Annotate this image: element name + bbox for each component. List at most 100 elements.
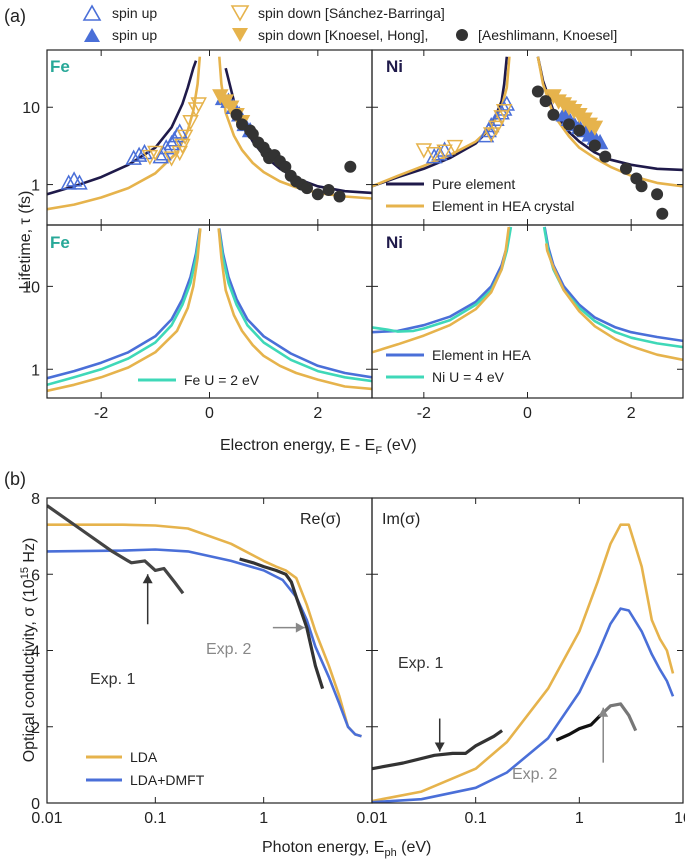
series-line-element-in-hea-crystal [536,56,683,188]
data-point-ball [599,150,612,163]
y-tick-label: 8 [31,491,40,508]
legend-filled-down-marker [232,28,248,42]
data-point-triangle-down [415,143,433,159]
annotation-arrow-head [434,742,445,752]
data-point-ball [588,139,601,152]
series-line-exp-2 [239,557,325,690]
legend-spin-up-open: spin up [112,5,157,21]
series-line-element-in-hea [218,228,372,379]
series-line-element-in-hea-crystal [217,228,372,391]
y-tick-label: 10 [22,100,40,117]
x-tick-label: 0 [523,405,532,422]
plot-area-a-bottom-ni [372,226,683,362]
y-tick-label: 1 [31,362,40,379]
data-point-triangle-down [222,100,240,116]
legend-top-ni: Pure element Element in HEA crystal [386,176,574,214]
y-tick-label: 10 [22,279,40,296]
series-line-fe-u-2-ev [217,228,372,383]
data-point-triangle-down [446,139,464,156]
series-line-exp-1 [47,504,185,595]
data-point-triangle-down [182,114,199,131]
annotation-arrow-head [295,622,305,633]
legend-fe-u-label: Fe U = 2 eV [184,372,260,388]
data-point-ball [333,190,346,203]
data-point-ball [236,118,248,131]
legend-a: spin up spin down [Sánchez-Barringa] spi… [82,4,617,43]
annotation-arrow-head [142,574,153,584]
bottom-ni-label: Ni [386,233,403,252]
x-tick-label: 2 [313,405,322,422]
legend-element-hea-label: Element in HEA [432,347,531,363]
data-point-triangle-up [130,146,148,162]
panel-b-im: 0.01 0.1 1 10 Exp. 1 Exp. 2 [356,497,685,827]
b-ylabel-text: Optical conductivity, σ (10 [21,579,38,762]
annotation-label: Exp. 1 [398,655,443,672]
x-tick-label: 0.1 [465,810,487,827]
data-point-ball [656,207,669,220]
series-line-lda-dmft [372,607,675,803]
data-point-triangle-down [176,129,194,145]
plot-area-a-bottom-fe [47,228,372,393]
data-point-ball [562,118,575,131]
b-xlabel-sub: ph [384,847,396,859]
data-point-triangle-down [425,147,443,163]
data-point-triangle-down [147,145,164,162]
top-ni-label: Ni [386,57,403,76]
data-point-ball [539,95,552,108]
panel-a-bottom-fe: -2 0 2 1 10 [22,224,373,422]
x-tick-label: 1 [575,810,584,827]
top-fe-label: Fe [50,57,70,76]
a-ylabel: Lifetime, τ (fs) [17,191,34,290]
series-line-exp-1 [372,729,504,771]
legend-spin-down-open: spin down [Sánchez-Barringa] [258,5,445,21]
legend-ball-marker [456,29,468,41]
data-point-ball [301,182,313,195]
series-line-element-in-hea [47,228,202,380]
annotation-arrow-head [598,707,609,717]
series-line-fe-u-2-ev [47,228,202,387]
series-line-element-in-hea-crystal [47,228,202,393]
data-point-ball [573,124,586,137]
a-xlabel-text: Electron energy, E - E [220,437,375,454]
data-point-triangle-up [60,174,77,190]
x-tick-label: 0.01 [356,810,387,827]
legend-dmft-label: LDA+DMFT [130,772,205,788]
data-point-triangle-down [163,151,180,167]
data-point-ball [230,108,243,121]
series-line-lda-dmft [47,548,362,738]
series-line-element-in-hea-crystal [544,243,683,362]
legend-pure-label: Pure element [432,176,515,192]
x-tick-label: 0 [205,405,214,422]
series-line-element-in-hea-crystal [372,226,511,354]
panel-a-top-ni [371,49,684,226]
data-point-ball [619,162,632,175]
data-point-triangle-up [431,145,448,161]
panel-a-bottom-ni: -2 0 2 [371,224,684,422]
b-xlabel-unit: (eV) [397,839,432,856]
data-point-triangle-down [436,144,453,160]
data-point-ball [279,160,292,173]
re-title: Re(σ) [300,511,341,528]
b-xlabel-text: Photon energy, E [262,839,384,856]
data-point-triangle-down [482,127,500,143]
panel-b-re: 0.01 0.1 1 0 2 4 6 8 Exp. 1 Exp. 2 [31,491,373,827]
data-point-ball [311,188,324,201]
series-line-pure-element [47,60,198,196]
x-tick-label: 2 [627,405,636,422]
legend-balls: [Aeshlimann, Knoesel] [478,27,617,43]
series-line-lda [47,523,362,738]
y-tick-label: 0 [31,796,40,813]
panel-label-b: (b) [4,469,26,489]
x-tick-label: 0.01 [31,810,62,827]
y-tick-label: 2 [31,720,40,737]
data-point-ball [635,180,648,193]
legend-open-up-marker [82,4,102,21]
x-tick-label: 0.1 [144,810,166,827]
plot-area-b-re [47,504,362,738]
plot-area-a-top-fe [47,56,372,211]
legend-bottom-ni: Element in HEA Ni U = 4 eV [386,347,531,385]
y-tick-label: 1 [31,178,40,195]
data-point-triangle-up [71,174,88,190]
